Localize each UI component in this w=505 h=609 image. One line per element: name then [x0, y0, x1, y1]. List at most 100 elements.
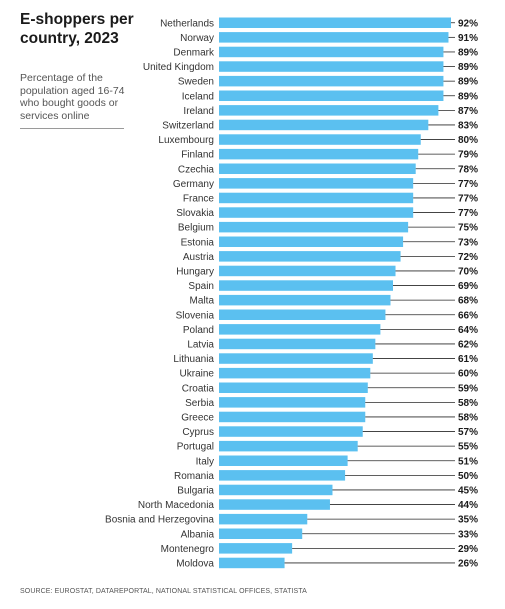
category-label: Greece: [181, 412, 214, 423]
bar: [219, 61, 444, 72]
category-label: Italy: [196, 456, 214, 467]
category-label: Poland: [183, 325, 214, 336]
category-label: Hungary: [176, 266, 214, 277]
category-label: Czechia: [178, 164, 215, 175]
value-label: 91%: [458, 33, 478, 44]
value-label: 44%: [458, 500, 478, 511]
bar: [219, 557, 285, 569]
value-label: 61%: [458, 354, 478, 365]
category-label: Ukraine: [180, 369, 215, 380]
bar: [219, 75, 444, 87]
bar: [219, 294, 391, 306]
value-label: 77%: [458, 193, 478, 204]
category-label: Finland: [181, 150, 214, 161]
value-label: 89%: [458, 62, 478, 73]
category-label: Latvia: [187, 339, 214, 350]
category-label: North Macedonia: [138, 500, 215, 511]
bar: [219, 207, 414, 218]
value-label: 58%: [458, 398, 478, 409]
bar: [219, 382, 368, 393]
bar: [219, 309, 386, 320]
category-label: Belgium: [178, 223, 214, 234]
category-label: Austria: [183, 252, 215, 263]
category-label: Malta: [190, 296, 215, 307]
value-label: 55%: [458, 442, 478, 453]
value-label: 77%: [458, 179, 478, 190]
bar: [219, 251, 401, 262]
title-divider: [20, 128, 124, 129]
value-label: 87%: [458, 106, 478, 117]
chart-subtitle: Percentage of the population aged 16-74 …: [20, 72, 125, 122]
category-label: Croatia: [182, 383, 215, 394]
value-label: 80%: [458, 135, 478, 146]
category-label: Bosnia and Herzegovina: [105, 515, 214, 526]
value-label: 89%: [458, 47, 478, 58]
bar: [219, 338, 376, 350]
category-label: Romania: [174, 471, 214, 482]
category-label: Albania: [181, 529, 215, 540]
category-label: Cyprus: [182, 427, 214, 438]
value-label: 75%: [458, 223, 478, 234]
bar: [219, 543, 293, 554]
bar: [219, 105, 439, 116]
value-label: 92%: [458, 18, 478, 29]
category-label: Bulgaria: [177, 485, 214, 496]
bar: [219, 32, 449, 43]
bar: [219, 367, 371, 379]
value-label: 78%: [458, 164, 478, 175]
bar: [219, 134, 421, 145]
bar: [219, 513, 308, 525]
bar: [219, 470, 346, 481]
value-label: 26%: [458, 558, 478, 569]
value-label: 66%: [458, 310, 478, 321]
category-label: Iceland: [182, 91, 214, 102]
value-label: 64%: [458, 325, 478, 336]
category-label: Montenegro: [161, 544, 215, 555]
value-label: 35%: [458, 515, 478, 526]
bar: [219, 119, 429, 131]
bar: [219, 280, 393, 291]
bar: [219, 426, 363, 437]
value-label: 77%: [458, 208, 478, 219]
category-label: Sweden: [178, 77, 214, 88]
value-label: 57%: [458, 427, 478, 438]
category-label: Denmark: [173, 47, 215, 58]
value-label: 62%: [458, 339, 478, 350]
value-label: 79%: [458, 150, 478, 161]
bar: [219, 499, 330, 510]
bar: [219, 46, 444, 58]
value-label: 33%: [458, 529, 478, 540]
bar: [219, 221, 409, 233]
value-label: 73%: [458, 237, 478, 248]
category-label: Serbia: [185, 398, 214, 409]
category-label: Germany: [173, 179, 214, 190]
value-label: 60%: [458, 369, 478, 380]
bar: [219, 528, 303, 539]
category-label: Lithuania: [173, 354, 214, 365]
bar: [219, 90, 444, 101]
source-note: SOURCE: EUROSTAT, DATAREPORTAL, NATIONAL…: [20, 588, 307, 595]
value-label: 69%: [458, 281, 478, 292]
bar: [219, 353, 373, 364]
value-label: 70%: [458, 266, 478, 277]
category-label: Norway: [180, 33, 214, 44]
value-label: 68%: [458, 296, 478, 307]
category-label: United Kingdom: [143, 62, 214, 73]
bar: [219, 411, 366, 423]
value-label: 29%: [458, 544, 478, 555]
value-label: 89%: [458, 77, 478, 88]
value-label: 83%: [458, 120, 478, 131]
category-label: Switzerland: [162, 120, 214, 131]
value-label: 59%: [458, 383, 478, 394]
category-label: Slovenia: [176, 310, 215, 321]
category-label: Luxembourg: [158, 135, 214, 146]
category-label: Ireland: [183, 106, 214, 117]
category-label: Portugal: [177, 442, 214, 453]
value-label: 89%: [458, 91, 478, 102]
bar: [219, 163, 416, 174]
category-label: Slovakia: [176, 208, 214, 219]
category-label: Estonia: [181, 237, 215, 248]
bar: [219, 178, 414, 189]
bar: [219, 455, 348, 466]
